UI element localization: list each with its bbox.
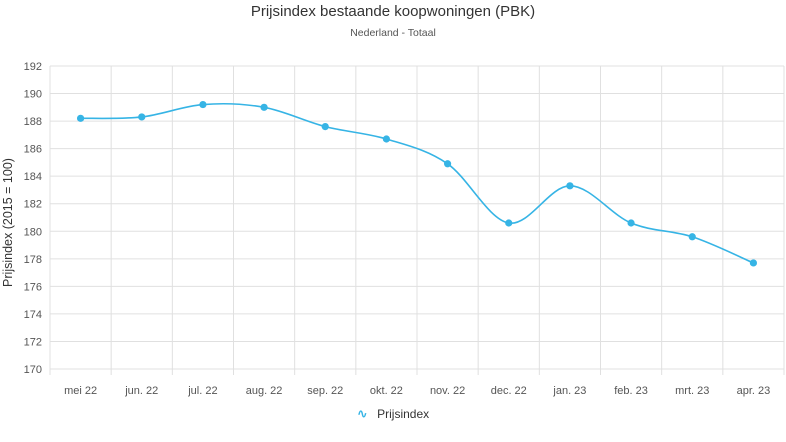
y-tick-label: 180 — [24, 226, 42, 238]
x-tick-label: mei 22 — [64, 385, 97, 397]
y-tick-label: 188 — [24, 116, 42, 128]
y-tick-label: 174 — [24, 309, 42, 321]
data-point — [505, 219, 513, 227]
x-tick-label: feb. 23 — [614, 385, 648, 397]
x-tick-label: apr. 23 — [737, 385, 771, 397]
x-tick-label: mrt. 23 — [675, 385, 709, 397]
x-tick-label: sep. 22 — [307, 385, 343, 397]
data-point — [321, 123, 329, 131]
x-tick-label: okt. 22 — [370, 385, 403, 397]
data-point — [749, 259, 758, 267]
x-tick-label: nov. 22 — [430, 385, 465, 397]
x-tick-label: jul. 22 — [187, 385, 217, 397]
legend[interactable]: ∿ Prijsindex — [0, 406, 786, 422]
y-tick-label: 170 — [24, 364, 42, 376]
data-point — [260, 103, 268, 111]
y-tick-label: 192 — [24, 61, 42, 73]
y-tick-label: 186 — [24, 144, 42, 156]
x-tick-label: dec. 22 — [491, 385, 527, 397]
x-tick-label: aug. 22 — [246, 385, 283, 397]
data-point — [382, 135, 391, 143]
data-point — [566, 182, 574, 190]
y-tick-label: 178 — [24, 254, 42, 266]
y-tick-label: 172 — [24, 336, 42, 348]
data-point — [76, 114, 85, 122]
x-tick-label: jan. 23 — [552, 385, 586, 397]
data-point — [138, 113, 146, 121]
data-point — [199, 100, 207, 109]
y-tick-label: 176 — [24, 281, 42, 293]
data-point — [627, 219, 635, 227]
chart-title: Prijsindex bestaande koopwoningen (PBK) — [250, 3, 536, 20]
y-axis-title: Prijsindex (2015 = 100) — [1, 158, 15, 287]
y-tick-label: 190 — [24, 89, 42, 101]
legend-label: Prijsindex — [377, 407, 430, 421]
y-tick-label: 182 — [24, 199, 42, 211]
chart-subtitle: Nederland - Totaal — [350, 27, 436, 39]
data-point — [443, 160, 452, 168]
line-chart: 170 172 174 176 178 180 182 184 186 188 190 192 mei … — [1, 61, 785, 397]
data-point — [688, 233, 696, 241]
x-tick-label: jun. 22 — [124, 385, 158, 397]
legend-line-icon: ∿ — [356, 406, 368, 421]
y-tick-label: 184 — [24, 171, 42, 183]
